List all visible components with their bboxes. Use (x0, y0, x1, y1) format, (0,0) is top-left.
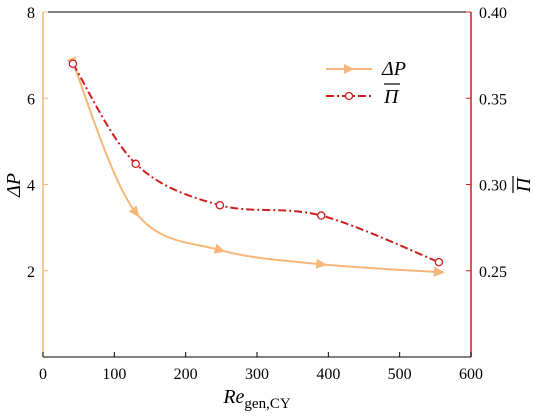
series-pi-point (68, 59, 78, 69)
left-y-tick-label: 6 (27, 91, 35, 108)
x-tick-label: 100 (102, 366, 126, 383)
series-pi-point (131, 159, 140, 169)
x-tick-label: 600 (459, 366, 483, 383)
series-layer (66, 56, 445, 277)
x-axis-title-subscript: gen,CY (244, 396, 290, 412)
right-y-axis-title-group: Π (512, 176, 535, 193)
series-pi-point (434, 257, 444, 267)
series-dp-point (128, 205, 140, 218)
left-y-tick-label: 2 (27, 264, 35, 281)
legend: ΔP Π (326, 58, 406, 108)
left-y-ticks: 2 4 6 8 (27, 5, 48, 281)
right-y-tick-label: 0.30 (479, 178, 507, 195)
right-y-tick-label: 0.35 (479, 91, 507, 108)
x-tick-label: 400 (316, 366, 340, 383)
series-dp-point (315, 258, 328, 269)
left-y-axis-title: ΔP (3, 173, 25, 198)
right-y-axis-title: Π (513, 176, 535, 193)
x-tick-label: 200 (174, 366, 198, 383)
legend-dp-marker (344, 64, 354, 74)
x-axis-title-main: Re (222, 386, 244, 408)
right-y-tick-label: 0.25 (479, 264, 507, 281)
series-pi-point (316, 211, 326, 220)
x-ticks: 0 100 200 300 400 500 600 (39, 352, 483, 383)
legend-pi-label: Π (383, 86, 400, 108)
x-tick-label: 300 (245, 366, 269, 383)
left-y-tick-label: 4 (27, 178, 35, 195)
series-pi-point (215, 200, 225, 210)
legend-dp-label: ΔP (381, 58, 406, 80)
series-dp-point (433, 266, 445, 277)
series-dp-point (213, 243, 226, 254)
left-y-tick-label: 8 (27, 5, 35, 22)
x-axis-title: Regen,CY (222, 386, 291, 412)
right-y-ticks: 0.25 0.30 0.35 0.40 (466, 5, 507, 281)
right-y-tick-label: 0.40 (479, 5, 507, 22)
legend-pi-marker (344, 91, 354, 101)
x-tick-label: 500 (388, 366, 412, 383)
x-tick-label: 0 (39, 366, 47, 383)
